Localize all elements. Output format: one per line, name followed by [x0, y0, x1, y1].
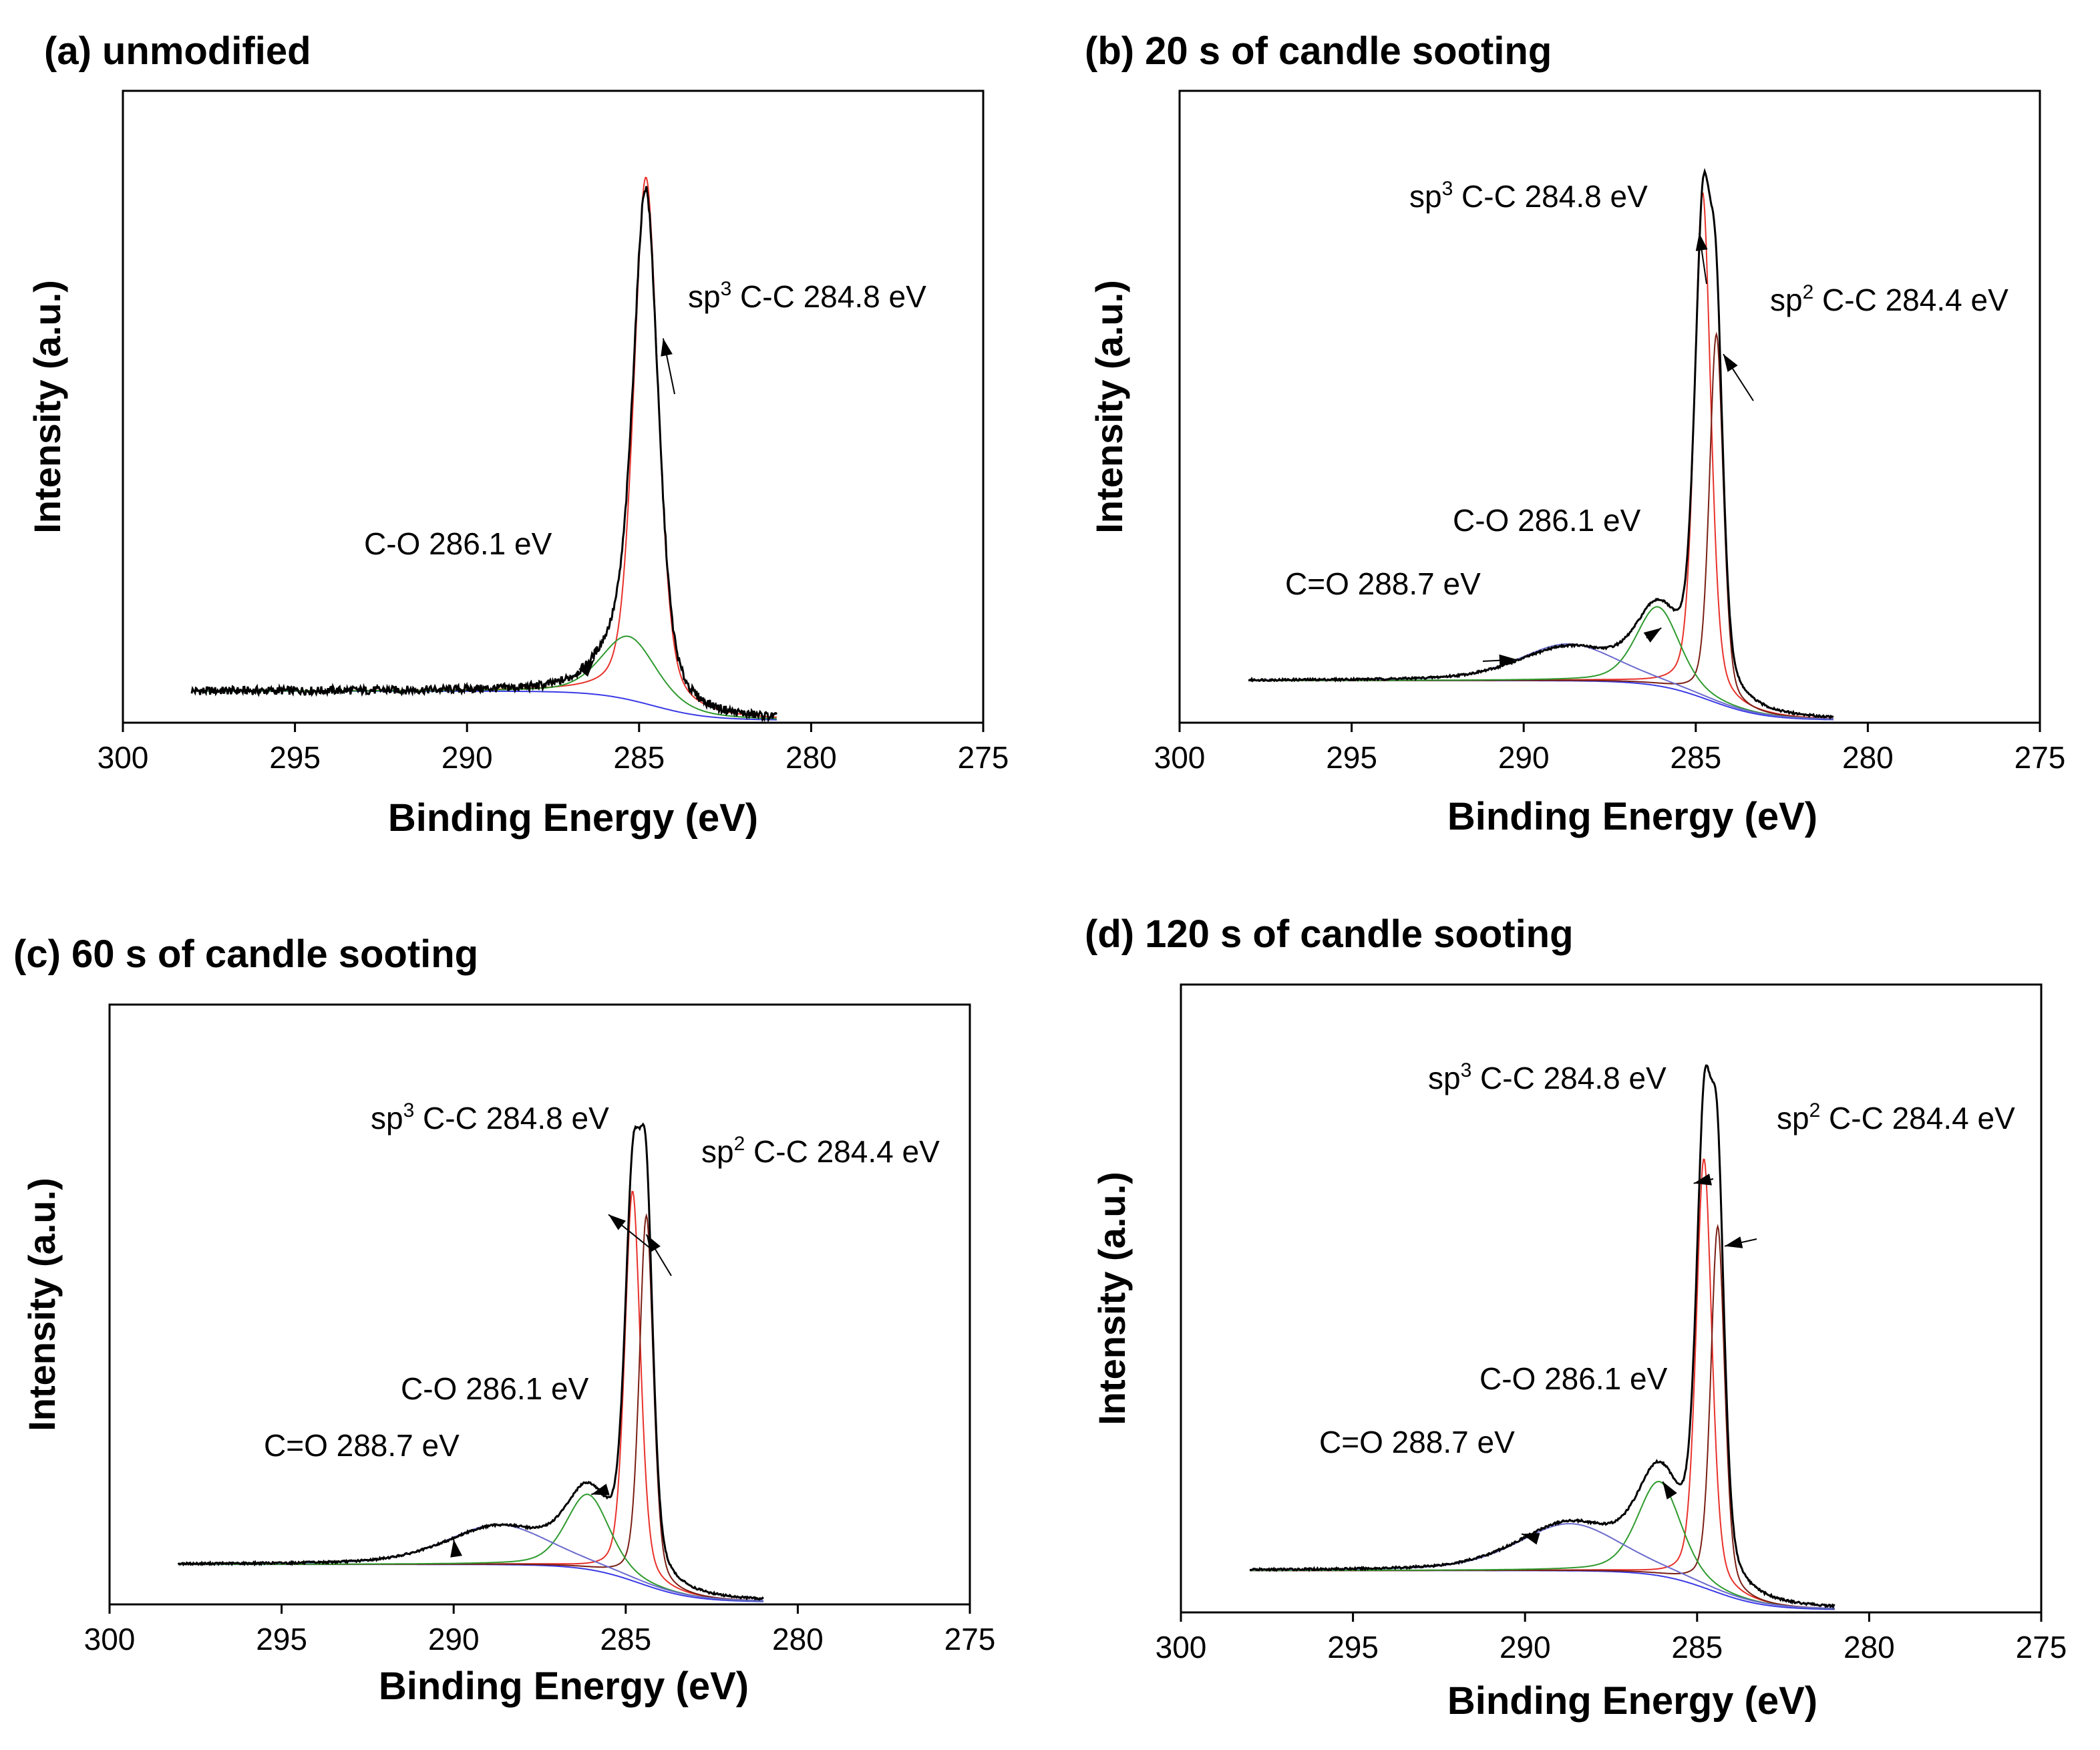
x-tick-label: 295 [1326, 740, 1377, 775]
panel-title: (b) 20 s of candle sooting [1085, 29, 1552, 73]
x-tick-label: 275 [958, 740, 1009, 775]
peak-annotation: C-O 286.1 eV [364, 526, 552, 561]
panel-a: 300 295 290 285 280 275 (a) unmodified Intensit… [26, 29, 1009, 840]
x-tick-label: 280 [785, 740, 837, 775]
x-axis-label: Binding Energy (eV) [1447, 795, 1817, 838]
panel-b: 300 295 290 285 280 275 (b) 20 s of candle soo… [1085, 29, 2065, 838]
peak-annotation: C=O 288.7 eV [1285, 566, 1481, 601]
peak-annotation: C=O 288.7 eV [1319, 1425, 1515, 1459]
x-tick-label: 300 [84, 1622, 136, 1656]
peak-annotation: sp2 C-C 284.4 eV [1777, 1099, 2015, 1135]
x-tick-label: 285 [1670, 740, 1721, 775]
peak-annotation: sp2 C-C 284.4 eV [1770, 281, 2008, 317]
peak-annotation: sp2 C-C 284.4 eV [701, 1133, 940, 1169]
x-tick-label: 275 [2015, 740, 2066, 775]
peak-annotation: sp3 C-C 284.8 eV [688, 278, 926, 314]
panel-title: (d) 120 s of candle sooting [1085, 912, 1574, 956]
arrow-head [1695, 232, 1708, 251]
component-peak-sp2-c-c [1250, 1224, 1835, 1610]
component-peak-c-o [1248, 643, 1833, 720]
peak-annotation: sp3 C-C 284.8 eV [1409, 178, 1648, 214]
envelope-curve [1248, 168, 1834, 720]
arrow-head [1499, 654, 1517, 667]
x-tick-label: 280 [1842, 740, 1894, 775]
component-peak-c-o [192, 635, 777, 719]
x-tick-label: 290 [428, 1622, 480, 1656]
peak-annotation: C-O 286.1 eV [1453, 503, 1641, 538]
x-tick-label: 290 [1500, 1630, 1551, 1665]
plot-frame [108, 1003, 971, 1606]
panel-d: 300 295 290 285 280 275 (d) 120 s of candle so… [1085, 912, 2067, 1723]
x-tick-label: 295 [1327, 1630, 1379, 1665]
component-peak-c-o [178, 1494, 763, 1602]
peak-annotation: sp3 C-C 284.8 eV [371, 1099, 609, 1135]
x-tick-label: 285 [613, 740, 665, 775]
x-tick-label: 295 [269, 740, 321, 775]
x-tick-label: 285 [600, 1622, 651, 1656]
plot-frame [1180, 983, 2043, 1614]
panel-c: 300 295 290 285 280 275 (c) 60 s of candle soo… [13, 932, 995, 1708]
envelope-curve [177, 1122, 764, 1601]
x-tick-label: 295 [256, 1622, 307, 1656]
x-tick-label: 290 [1498, 740, 1550, 775]
component-peak-c-o [1250, 1481, 1835, 1610]
x-tick-label: 280 [1844, 1630, 1895, 1665]
x-tick-label: 300 [1154, 740, 1206, 775]
x-tick-label: 275 [2016, 1630, 2067, 1665]
arrow-head [1723, 354, 1738, 372]
arrow-head [1662, 1481, 1677, 1500]
peak-annotation: C=O 288.7 eV [264, 1428, 460, 1463]
y-axis-label: Intensity (a.u.) [26, 280, 68, 534]
component-peak-sp3-c-c [1248, 192, 1833, 719]
x-tick-label: 285 [1671, 1630, 1723, 1665]
x-tick-label: 290 [442, 740, 493, 775]
plot-frame [1178, 90, 2041, 724]
y-axis-label: Intensity (a.u.) [21, 1178, 63, 1431]
arrow-head [1725, 1236, 1743, 1248]
peak-annotation: C-O 286.1 eV [1479, 1361, 1668, 1396]
arrow-head [1693, 1174, 1712, 1186]
background-line [192, 690, 777, 721]
plot-frame [122, 90, 985, 724]
panel-title: (a) unmodified [44, 29, 311, 73]
panel-title: (c) 60 s of candle sooting [13, 932, 478, 976]
arrow-head [1643, 628, 1662, 643]
x-tick-label: 300 [1156, 1630, 1207, 1665]
peak-annotation: sp3 C-C 284.8 eV [1428, 1059, 1667, 1095]
y-axis-label: Intensity (a.u.) [1088, 280, 1130, 534]
arrow-head [1522, 1533, 1540, 1545]
arrow-head [578, 659, 594, 677]
arrow-head [450, 1539, 462, 1558]
x-axis-label: Binding Energy (eV) [1447, 1679, 1817, 1723]
y-axis-label: Intensity (a.u.) [1091, 1172, 1133, 1425]
envelope-curve [1249, 1064, 1835, 1609]
x-tick-label: 280 [772, 1622, 824, 1656]
x-tick-label: 300 [98, 740, 149, 775]
x-axis-label: Binding Energy (eV) [379, 1665, 749, 1708]
peak-annotation: C-O 286.1 eV [401, 1371, 589, 1406]
component-peak-c-o [1250, 1523, 1835, 1609]
x-tick-label: 275 [944, 1622, 996, 1656]
envelope-curve [190, 186, 778, 723]
component-peak-sp3-c-c [192, 176, 777, 718]
component-peak-sp2-c-c [178, 1213, 763, 1602]
arrow-head [591, 1483, 610, 1496]
arrow-head [661, 338, 673, 357]
x-axis-label: Binding Energy (eV) [388, 796, 758, 840]
arrow-head [608, 1214, 626, 1230]
arrow-head [646, 1234, 661, 1253]
component-peak-c-o [1248, 606, 1833, 720]
